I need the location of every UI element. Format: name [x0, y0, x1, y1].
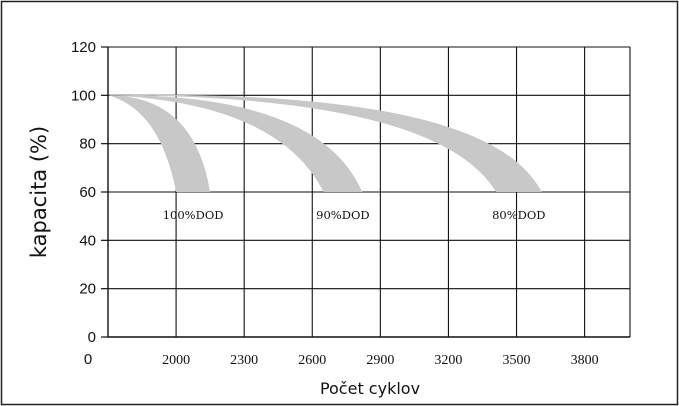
- series-label-2: 80%DOD: [492, 208, 545, 222]
- band-100%DOD: [108, 95, 211, 192]
- xtick-label-2300: 2300: [230, 353, 258, 368]
- y-axis-title: kapacita (%): [27, 126, 51, 258]
- series-label-0: 100%DOD: [163, 208, 224, 222]
- ytick-label-120: 120: [71, 39, 96, 56]
- band-80%DOD: [108, 94, 542, 192]
- grid: [108, 46, 631, 337]
- ytick-label-0: 0: [88, 329, 96, 346]
- series-label-1: 90%DOD: [316, 208, 369, 222]
- xtick-label-2900: 2900: [366, 353, 394, 368]
- xtick-label-3500: 3500: [503, 353, 531, 368]
- labels: 100%DOD 90%DOD 80%DOD 0 20 40 60 80 100 120 0 2000 2…: [27, 39, 599, 398]
- xtick-label-3800: 3800: [571, 353, 599, 368]
- xtick-label-2000: 2000: [162, 353, 190, 368]
- axes: [101, 46, 630, 338]
- ytick-label-60: 60: [79, 184, 96, 201]
- xtick-label-2600: 2600: [298, 353, 326, 368]
- ytick-label-20: 20: [79, 281, 96, 298]
- band-90%DOD: [108, 95, 363, 192]
- ytick-label-80: 80: [79, 136, 96, 153]
- bands: [108, 94, 542, 192]
- ytick-label-100: 100: [71, 87, 96, 104]
- ytick-label-40: 40: [79, 232, 96, 249]
- xtick-label-3200: 3200: [434, 353, 462, 368]
- x-axis-title: Počet cyklov: [320, 379, 420, 398]
- xtick-label-origin: 0: [84, 351, 92, 368]
